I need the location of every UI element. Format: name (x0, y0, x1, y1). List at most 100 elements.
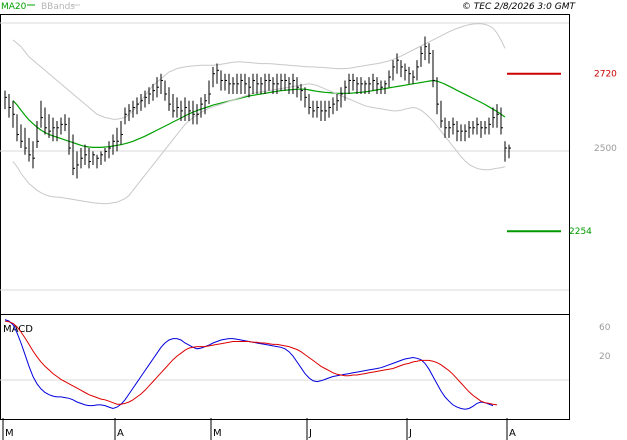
price-bar (64, 114, 67, 132)
price-bar (260, 77, 263, 94)
price-bar (424, 36, 427, 61)
price-bar (416, 60, 419, 81)
price-bar (192, 100, 195, 125)
price-bar (100, 151, 103, 165)
price-bar (420, 46, 423, 67)
chart-header: MA20 BBands © TEC 2/8/2026 3:0 GMT (1, 2, 576, 12)
price-bar (380, 80, 383, 94)
copyright-source: © TEC 2/8/2026 3:0 GMT (462, 2, 577, 12)
price-bar (76, 151, 79, 179)
resistance-level-label: 2720 (594, 70, 617, 80)
price-bar (284, 73, 287, 91)
price-bar (272, 77, 275, 94)
x-axis-label: J (408, 428, 412, 439)
price-bar (208, 80, 211, 105)
price-bar (440, 100, 443, 128)
price-bar (496, 104, 499, 128)
price-bar (40, 100, 43, 128)
ma20-line (12, 79, 506, 148)
price-bar (232, 77, 235, 94)
price-bar (504, 141, 507, 162)
price-bar (324, 100, 327, 122)
bbands-lower-line (12, 83, 506, 205)
price-bar (428, 43, 431, 64)
price-bar (224, 73, 227, 91)
price-bar (104, 148, 107, 162)
legend-bbands: BBands (41, 2, 75, 12)
price-bar (392, 60, 395, 81)
price-bar (172, 93, 175, 118)
price-bar (236, 73, 239, 94)
price-bar (472, 121, 475, 135)
price-bar (168, 87, 171, 111)
support-level-label: 2254 (569, 227, 592, 237)
price-bar (304, 87, 307, 108)
price-series-layer (4, 23, 511, 205)
price-bar (136, 97, 139, 115)
price-bar (268, 73, 271, 91)
price-bar (184, 97, 187, 122)
price-bar (116, 127, 119, 152)
price-bar (476, 117, 479, 135)
price-bar (180, 100, 183, 122)
price-bar (500, 107, 503, 135)
price-bar (388, 70, 391, 88)
price-bar (340, 87, 343, 108)
macd-panel-title: MACD (3, 324, 33, 335)
price-bar (148, 87, 151, 105)
price-bar (228, 73, 231, 94)
price-axis-labels: 2500 (594, 144, 617, 154)
price-bar (412, 70, 415, 84)
price-bar (60, 117, 63, 135)
price-bar (12, 100, 15, 128)
price-bar (488, 117, 491, 135)
price-bar (384, 80, 387, 94)
price-bar (84, 144, 87, 165)
price-bar (464, 124, 467, 142)
price-bar (140, 93, 143, 111)
price-bar (364, 80, 367, 94)
price-bar (336, 93, 339, 111)
price-bar (396, 53, 399, 74)
price-bar (356, 77, 359, 94)
x-axis-label: A (117, 428, 124, 439)
price-bar (360, 77, 363, 94)
price-bar (256, 73, 259, 94)
price-bar (52, 117, 55, 142)
price-bar (204, 93, 207, 115)
price-bar (80, 148, 83, 169)
price-bar (444, 117, 447, 138)
level-lines-layer: 2720 2254 (507, 70, 617, 237)
macd-panel: MACD 60 20 (0, 314, 611, 420)
price-bar (460, 124, 463, 142)
price-bar (248, 77, 251, 98)
x-axis-label: J (308, 428, 312, 439)
price-bar (320, 100, 323, 122)
legend-ma20: MA20 (1, 2, 27, 12)
price-bar (468, 121, 471, 138)
price-bar (484, 121, 487, 135)
price-bar (176, 97, 179, 118)
price-bar (280, 73, 283, 91)
price-bar (160, 73, 163, 94)
price-bar (300, 83, 303, 101)
price-bar (4, 90, 7, 110)
price-bar (92, 151, 95, 165)
price-bar (164, 80, 167, 101)
price-bar (108, 141, 111, 159)
price-bar (408, 66, 411, 84)
price-bar (132, 100, 135, 118)
price-bar (20, 124, 23, 149)
price-bar (48, 114, 51, 138)
price-bar (436, 77, 439, 115)
x-axis-label: M (5, 428, 14, 439)
price-bar (44, 107, 47, 135)
macd-tick-label: 60 (599, 323, 611, 333)
price-bar (448, 121, 451, 138)
price-bar (308, 93, 311, 115)
price-bar (36, 121, 39, 149)
price-bar (276, 73, 279, 94)
price-bar (124, 107, 127, 125)
